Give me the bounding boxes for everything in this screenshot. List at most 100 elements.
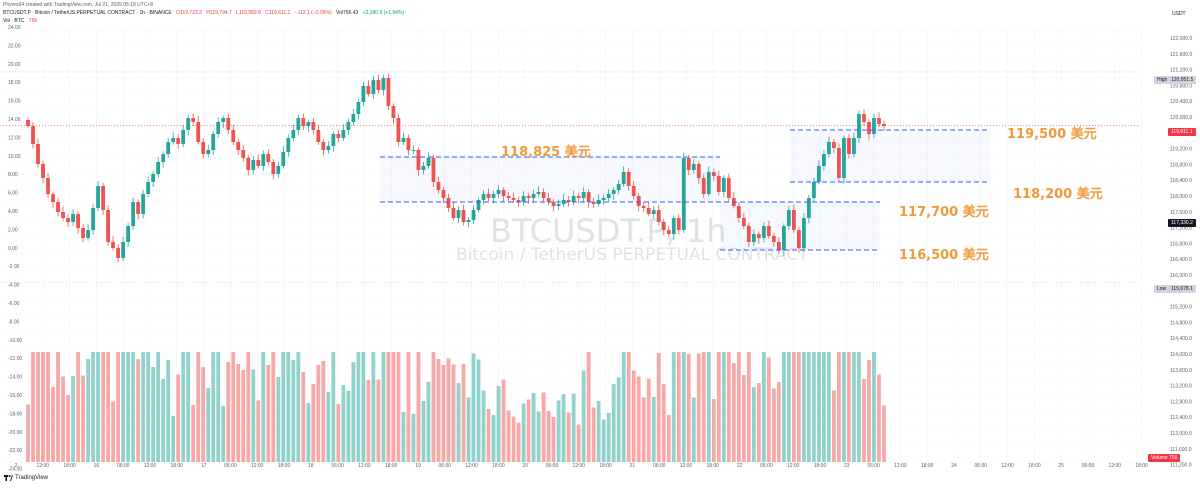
volume-bar — [632, 371, 636, 463]
candle-body — [206, 150, 210, 154]
time-axis-tick-label: 18:00 — [385, 463, 398, 469]
candle-body — [366, 86, 370, 94]
volume-bar — [61, 377, 65, 463]
volume-bar — [326, 392, 330, 462]
time-axis-tick-label: 18 — [308, 463, 314, 469]
volume-bar — [667, 415, 671, 462]
candle-body — [692, 164, 696, 170]
low-label: Low — [1157, 286, 1166, 292]
candle-body — [66, 218, 70, 222]
candle-body — [637, 196, 641, 206]
candle-body — [522, 196, 526, 202]
currency-label[interactable]: USDT — [1172, 11, 1186, 17]
annotation-118825: 118,825 美元 — [501, 141, 591, 160]
tradingview-footer[interactable]: TradingView — [4, 475, 48, 481]
volume-bar — [462, 364, 466, 462]
tradingview-logo-icon — [4, 475, 13, 481]
right-axis-tick-label: 116,800.0 — [1170, 241, 1192, 247]
candle-body — [392, 106, 396, 118]
symbol-line[interactable]: BTCUSDT.P · Bitcoin / TetherUS PERPETUAL… — [3, 10, 172, 16]
right-axis-tick-label: 115,200.0 — [1170, 305, 1192, 311]
volume-bar — [111, 402, 115, 463]
volume-bar — [191, 405, 195, 462]
candle-body — [852, 138, 856, 154]
candle-body — [111, 242, 115, 248]
volume-bar — [652, 397, 656, 462]
right-axis-tick-label: 113,200.0 — [1170, 384, 1192, 390]
volume-bar — [542, 393, 546, 463]
candle-body — [807, 198, 811, 218]
left-axis: 24.0022.0020.0018.0016.0014.0012.0010.00… — [8, 25, 22, 473]
volume-bar — [872, 352, 876, 462]
left-axis-tick-label: 10.00 — [8, 154, 21, 160]
volume-bar — [487, 409, 491, 462]
volume-bar — [647, 379, 651, 463]
volume-bar — [517, 423, 521, 463]
volume-bar — [286, 352, 290, 462]
right-axis-tick-label: 118,400.0 — [1170, 178, 1192, 184]
volume-bar — [702, 352, 706, 462]
candle-body — [211, 134, 215, 150]
candle-body — [141, 194, 145, 214]
candle-body — [417, 150, 421, 170]
right-axis: 122,000.0121,600.0121,200.0120,800.0120,… — [1170, 36, 1192, 469]
volume-bar — [602, 420, 606, 463]
volume-bar — [206, 388, 210, 462]
candle-body — [742, 218, 746, 226]
volume-bars — [26, 352, 886, 462]
time-axis-tick-label: 2 — [15, 463, 18, 469]
crosshair-price-tag: 117,330.2 — [1168, 219, 1196, 227]
candle-body — [557, 204, 561, 206]
candle-body — [542, 192, 546, 198]
volume-bar — [477, 360, 481, 463]
volume-bar — [547, 411, 551, 462]
candle-body — [226, 118, 230, 130]
volume-bar — [847, 352, 851, 462]
volume-bar — [562, 394, 566, 462]
volume-bar — [372, 352, 376, 462]
right-axis-tick-label: 114,000.0 — [1170, 352, 1192, 358]
time-axis-tick-label: 06:00 — [653, 463, 666, 469]
candle-body — [56, 202, 60, 212]
left-axis-tick-label: 16.00 — [8, 99, 21, 105]
left-axis-tick-label: -10.00 — [8, 338, 22, 344]
volume-bar — [306, 403, 310, 462]
candle-body — [487, 194, 491, 198]
time-axis-tick-label: 17 — [201, 463, 207, 469]
volume-bar — [256, 401, 260, 463]
volume-bar — [156, 352, 160, 462]
volume-bar — [296, 352, 300, 462]
candle-body — [497, 190, 501, 194]
time-axis-tick-label: 06:00 — [117, 463, 130, 469]
volume-bar — [146, 352, 150, 462]
time-axis-tick-label: 16 — [94, 463, 100, 469]
time-axis-tick-label: 18:00 — [63, 463, 76, 469]
candle-body — [121, 242, 125, 258]
candle-body — [407, 138, 411, 150]
volume-bar — [812, 352, 816, 462]
volume-bar — [151, 367, 155, 462]
watermark-name: Bitcoin / TetherUS PERPETUAL CONTRACT — [456, 245, 809, 265]
right-axis-tick-label: 113,600.0 — [1170, 368, 1192, 374]
candle-body — [437, 182, 441, 190]
right-axis-tick-label: 120,400.0 — [1170, 99, 1192, 105]
candle-body — [51, 194, 55, 202]
candle-body — [246, 158, 250, 170]
time-axis-tick-label: 12:00 — [680, 463, 693, 469]
time-axis-tick-label: 18:00 — [599, 463, 612, 469]
volume-bar — [572, 394, 576, 463]
volume-bar — [672, 352, 676, 462]
volume-bar — [877, 375, 881, 463]
candle-body — [832, 142, 836, 148]
time-axis-tick-label: 22 — [737, 463, 743, 469]
candle-body — [71, 214, 75, 222]
volume-bar — [582, 371, 586, 463]
candle-body — [837, 148, 841, 178]
annotation-119500: 119,500 美元 — [1007, 123, 1097, 142]
volume-bar — [852, 352, 856, 462]
candle-body — [817, 166, 821, 182]
candle-body — [41, 164, 45, 178]
candle-body — [402, 138, 406, 142]
time-axis: 2 12:00 18:00 16 06:00 12:00 18:00 17 06:00 12:00… — [15, 463, 1148, 469]
volume-bar — [457, 383, 461, 462]
